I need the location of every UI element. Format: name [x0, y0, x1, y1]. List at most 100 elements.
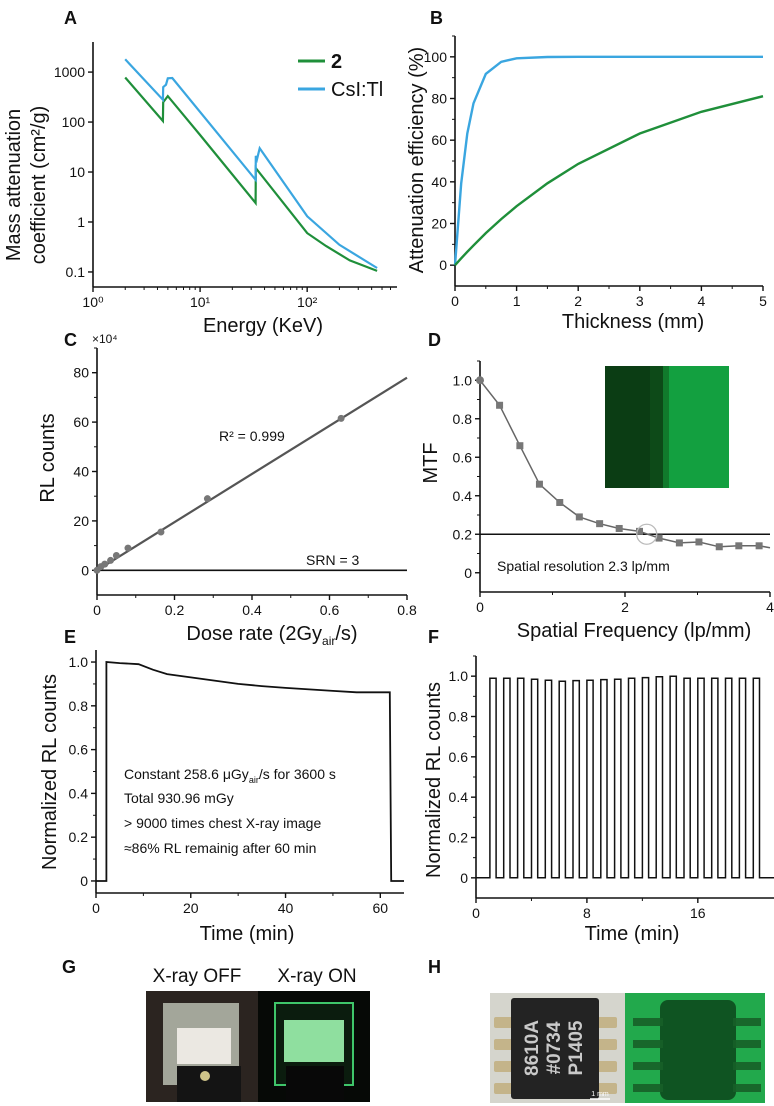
chart-b-ylabel: Attenuation efficiency (%)	[406, 47, 428, 273]
y-tick-label: 40	[431, 174, 447, 190]
x-tick-label: 4	[698, 293, 706, 309]
x-tick-label: 0.4	[242, 602, 262, 618]
y-tick-label: 0	[81, 562, 89, 578]
y-tick-label: 0.8	[69, 698, 89, 714]
chart-a-ylabel-line2: coefficient (cm²/g)	[28, 106, 50, 265]
series-line-compound-2	[124, 76, 378, 272]
chart-a-xlabel: Energy (KeV)	[203, 315, 323, 337]
y-tick-label: 0.8	[453, 411, 473, 427]
data-point	[124, 544, 132, 552]
data-point	[615, 524, 623, 532]
data-point	[636, 527, 643, 535]
data-point	[596, 520, 604, 528]
annotation-part: Constant 258.6 μGy	[124, 766, 249, 782]
chart-f: 0 8 16 0 0.2 0.4 0.6 0.8 1.0	[449, 655, 774, 921]
xray-off-label: X-ray OFF	[153, 966, 242, 987]
chart-d: 0 2 4 0 0.2 0.4 0.6 0.8 1.0	[453, 360, 774, 615]
panel-label-b: B	[430, 8, 443, 28]
y-tick-label: 0	[80, 873, 88, 889]
xlabel-part: /s)	[335, 623, 357, 645]
annotation-line: Constant 258.6 μGyair/s for 3600 s	[124, 766, 336, 785]
chart-d-xlabel: Spatial Frequency (lp/mm)	[517, 620, 752, 642]
y-tick-label: 0.2	[449, 830, 469, 846]
y-tick-label: 0.6	[449, 749, 469, 765]
x-tick-label: 10⁰	[82, 294, 104, 310]
mtf-line	[479, 379, 771, 549]
chart-c-r2-annotation: R² = 0.999	[219, 428, 285, 444]
data-point	[337, 414, 345, 422]
x-tick-label: 0.6	[320, 602, 340, 618]
y-tick-label: 80	[73, 365, 89, 381]
x-tick-label: 20	[183, 900, 199, 916]
data-point	[535, 480, 543, 488]
y-tick-label: 0.4	[69, 785, 89, 801]
y-tick-label: 0.6	[69, 742, 89, 758]
x-tick-label: 2	[621, 599, 629, 615]
chip-photo: 8610A #0734 P1405 1 mm	[490, 993, 625, 1103]
data-point	[476, 376, 484, 385]
xray-off-photo	[146, 991, 258, 1102]
data-point	[112, 551, 120, 559]
y-tick-label: 0.4	[453, 488, 473, 504]
rl-stability-line	[96, 661, 404, 882]
y-tick-label: 0.6	[453, 449, 473, 465]
series-line-csi-tl	[453, 55, 763, 266]
y-tick-label: 0	[464, 565, 472, 581]
x-tick-label: 60	[373, 900, 389, 916]
y-tick-label: 1.0	[453, 372, 473, 388]
chart-e-xlabel: Time (min)	[200, 923, 295, 945]
y-tick-label: 100	[424, 49, 448, 65]
chart-d-ylabel: MTF	[420, 442, 442, 483]
x-tick-label: 0	[451, 293, 459, 309]
chart-e-ylabel: Normalized RL counts	[39, 674, 61, 870]
chart-c-multiplier: ×10⁴	[92, 332, 118, 346]
data-point	[655, 534, 663, 542]
data-point	[735, 542, 743, 550]
panel-label-a: A	[64, 8, 77, 28]
chip-xray-image	[625, 993, 765, 1103]
data-point	[675, 539, 683, 547]
y-tick-label: 60	[73, 414, 89, 430]
data-point	[516, 442, 524, 450]
data-point	[695, 538, 703, 546]
chart-e-annotation: Constant 258.6 μGyair/s for 3600 s Total…	[124, 766, 336, 856]
data-point	[203, 495, 211, 503]
fit-line	[96, 376, 408, 572]
y-tick-label: 100	[62, 114, 86, 130]
panel-label-h: H	[428, 957, 441, 977]
chart-b-xlabel: Thickness (mm)	[562, 311, 704, 333]
y-tick-label: 20	[73, 513, 89, 529]
y-tick-label: 20	[431, 216, 447, 232]
y-tick-label: 0.2	[69, 829, 89, 845]
chart-a: 10⁰ 10¹ 10² 1000 100 10 1 0.1	[54, 42, 397, 310]
chart-d-edge-image-inset	[605, 366, 729, 488]
chart-c-srn-annotation: SRN = 3	[306, 552, 360, 568]
data-point	[556, 498, 564, 506]
chip-marking-line: P1405	[566, 1020, 587, 1075]
chart-c: 0 0.2 0.4 0.6 0.8 0 20 40 60 80	[73, 347, 417, 618]
y-tick-label: 40	[73, 464, 89, 480]
panel-label-f: F	[428, 627, 439, 647]
chart-c-xlabel: Dose rate (2Gyair/s)	[186, 623, 357, 648]
legend-label-2: 2	[331, 51, 342, 73]
x-tick-label: 0.2	[165, 602, 185, 618]
y-tick-label: 0.4	[449, 789, 469, 805]
data-point	[496, 401, 504, 409]
annotation-part: /s for 3600 s	[259, 766, 336, 782]
chip-marking-line: #0734	[544, 1021, 565, 1074]
x-tick-label: 10¹	[190, 294, 211, 310]
x-tick-label: 0	[93, 602, 101, 618]
legend-label-csi: CsI:Tl	[331, 79, 383, 101]
chart-a-ylabel-line1: Mass attenuation	[3, 109, 25, 261]
data-point	[755, 542, 763, 550]
annotation-line: Total 930.96 mGy	[124, 790, 234, 806]
y-tick-label: 0	[439, 257, 447, 273]
y-tick-label: 0.1	[66, 264, 86, 280]
y-tick-label: 1.0	[69, 654, 89, 670]
x-tick-label: 3	[636, 293, 644, 309]
rl-pulse-line	[476, 675, 774, 879]
data-point	[101, 560, 109, 568]
chart-e: 0 20 40 60 0 0.2 0.4 0.6 0.8 1.0	[69, 650, 404, 916]
x-tick-label: 4	[766, 599, 774, 615]
